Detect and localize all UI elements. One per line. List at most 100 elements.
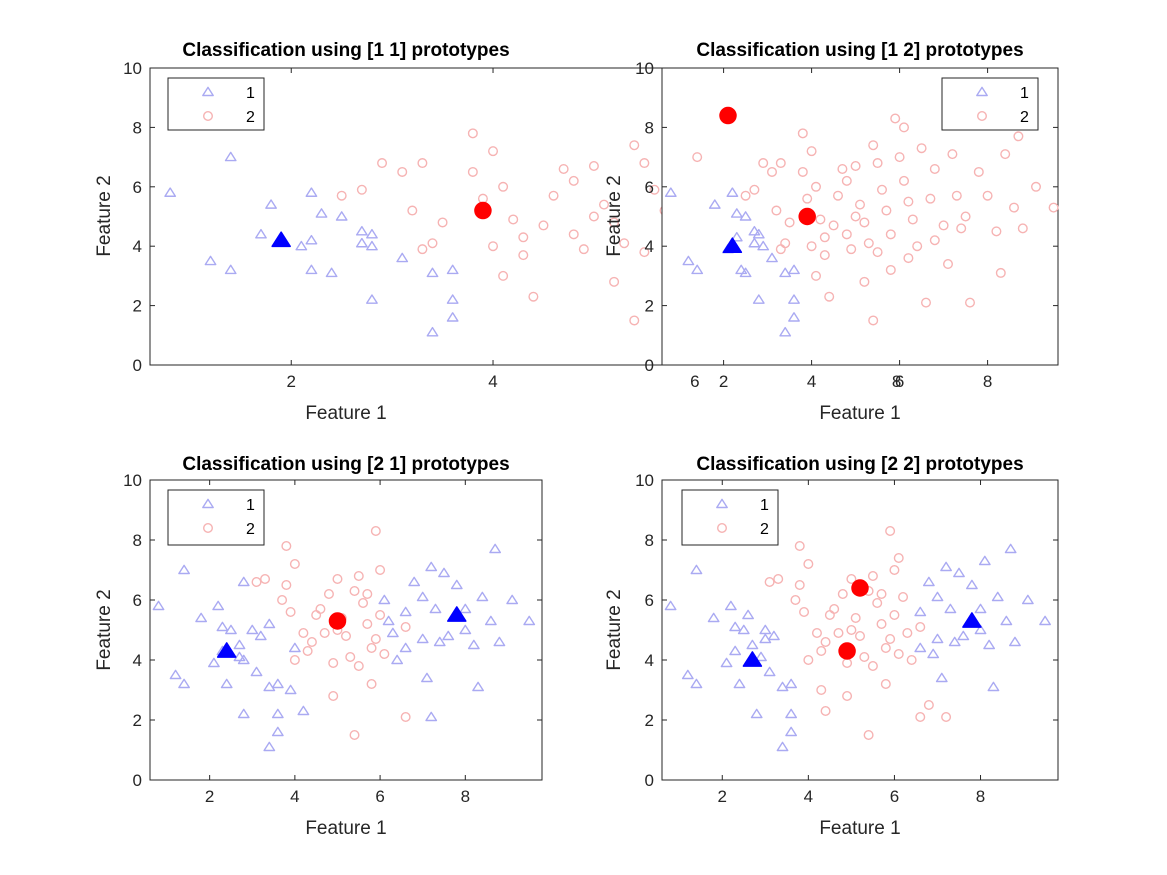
subplot-3-class1-point <box>225 624 237 635</box>
subplot-4-class1-point <box>1039 615 1051 626</box>
subplot-2-class2-point <box>749 184 760 195</box>
subplot-3-class2-point <box>285 607 296 618</box>
subplot-2-class2-point <box>929 163 940 174</box>
subplot-4-class1-point <box>737 624 750 635</box>
subplot-2-class1-point <box>788 264 800 275</box>
subplot-2-class2-point <box>859 217 870 228</box>
subplot-4-class2-point <box>820 637 831 648</box>
subplot-3-class2-point <box>362 619 373 630</box>
subplot-1-class1-point <box>224 151 237 162</box>
subplot-4-class2-point <box>829 604 840 615</box>
subplot-2-class2-point <box>841 229 852 240</box>
subplot-1-ytick-label: 8 <box>133 118 142 137</box>
subplot-4-class1-point <box>1009 636 1021 647</box>
subplot-1-class2-point <box>518 250 529 261</box>
subplot-2-ytick-label: 2 <box>645 297 654 316</box>
subplot-4-class1-point <box>927 648 940 659</box>
subplot-2-class2-point <box>1000 149 1011 160</box>
subplot-3-class1-point <box>212 600 225 611</box>
subplot-3-class1-point <box>467 639 480 650</box>
subplot-4-class2-point <box>773 574 784 585</box>
subplot-2-class2-point <box>947 149 958 160</box>
subplot-3-class1-point <box>484 615 497 626</box>
subplot-1-class1-point <box>164 187 177 197</box>
subplot-4-class2-point <box>885 526 896 537</box>
subplot-2-class2-point <box>956 223 967 234</box>
subplot-2-class2-point <box>758 158 769 169</box>
subplot-4-xtick-label: 4 <box>804 787 813 806</box>
subplot-3-xtick-label: 8 <box>461 787 470 806</box>
subplot-4-class1-point <box>991 591 1004 602</box>
subplot-2-class2-prototype <box>798 207 816 226</box>
subplot-3-class1-point <box>263 741 276 752</box>
subplot-3-ytick-label: 10 <box>123 471 142 490</box>
subplot-4-xtick-label: 6 <box>890 787 899 806</box>
subplot-3-class1-point <box>233 651 246 662</box>
subplot-3-class1-point <box>271 708 284 719</box>
subplot-2-class2-point <box>872 158 883 169</box>
subplot-2-class1-point <box>664 187 677 197</box>
subplot-3-class1-point <box>459 603 472 614</box>
subplot-2-class1-point <box>748 225 761 236</box>
subplot-3-class2-point <box>328 691 339 702</box>
subplot-2-class1-point <box>730 231 743 242</box>
subplot-3-class2-point <box>323 589 334 600</box>
subplot-3-class1-point <box>416 591 429 602</box>
subplot-4-legend-marker-1 <box>716 498 728 509</box>
subplot-2-ytick-label: 0 <box>645 356 654 375</box>
subplot-2-class2-point <box>960 211 971 222</box>
subplot-1-class2-point <box>508 214 519 225</box>
subplot-4-ytick-label: 4 <box>645 651 654 670</box>
subplot-2-class2-point <box>965 297 976 308</box>
subplot-4-class2-point <box>799 607 810 618</box>
subplot-2-class2-point <box>850 211 861 222</box>
subplot-1-class1-point <box>315 208 328 218</box>
subplot-1-class2-point <box>599 199 610 210</box>
subplot-4-class1-point <box>720 657 733 668</box>
subplot-3-class2-point <box>400 622 411 633</box>
subplot-3-legend-marker-1 <box>202 498 214 509</box>
subplot-4-class1-point <box>914 606 927 617</box>
subplot-1-class1-point <box>204 255 217 266</box>
subplot-4-class2-point <box>816 646 827 657</box>
subplot-3-class2-point <box>345 652 356 663</box>
subplot-1-class2-point <box>578 244 589 255</box>
subplot-2-class2-point <box>929 235 940 246</box>
subplot-1-xtick-label: 4 <box>488 372 497 391</box>
subplot-4-class1-point <box>914 642 927 653</box>
subplot-2-class2-point <box>767 166 778 177</box>
subplot-3-class1-point <box>386 627 399 638</box>
subplot-3-class2-point <box>332 574 343 585</box>
subplot-1-class1-point <box>295 240 308 251</box>
subplot-3-xtick-label: 2 <box>205 787 214 806</box>
subplot-4-class1-point <box>759 633 772 644</box>
subplot-3-class1-point <box>237 654 250 665</box>
subplot-4-class1-prototype <box>962 612 982 628</box>
subplot-2-class1-point <box>730 208 743 218</box>
subplot-2-class1-point <box>726 187 739 197</box>
subplot-2-class2-point <box>903 196 914 207</box>
subplot-3-class2-point <box>341 631 352 642</box>
subplot-4-ytick-label: 8 <box>645 531 654 550</box>
subplot-4-class2-point <box>893 553 904 564</box>
subplot-2-class1-point <box>708 199 721 209</box>
subplot-3-class2-point <box>370 634 381 645</box>
subplot-3-class1-point <box>433 636 446 647</box>
subplot-3-class2-point <box>400 712 411 723</box>
subplot-3-class2-point <box>353 571 364 582</box>
subplot-2-xtick-label: 6 <box>895 372 904 391</box>
subplot-4-class2-point <box>790 595 801 606</box>
subplot-2-class2-point <box>815 214 826 225</box>
subplot-1-class2-point <box>568 175 579 186</box>
subplot-2-class2-point <box>868 140 879 151</box>
subplot-3-class2-point <box>251 577 262 588</box>
subplot-4-class2-point <box>898 592 909 603</box>
subplot-2-class2-point <box>1009 202 1020 213</box>
subplot-3-class1-point <box>246 624 259 635</box>
subplot-2-class2-point <box>907 214 918 225</box>
subplot-2-class1-point <box>752 228 765 239</box>
subplot-2-legend-marker-1 <box>976 86 988 97</box>
subplot-1-class1-point <box>446 312 459 322</box>
subplot-2-class2-point <box>819 232 830 243</box>
subplot-2-class1-point <box>788 312 800 322</box>
